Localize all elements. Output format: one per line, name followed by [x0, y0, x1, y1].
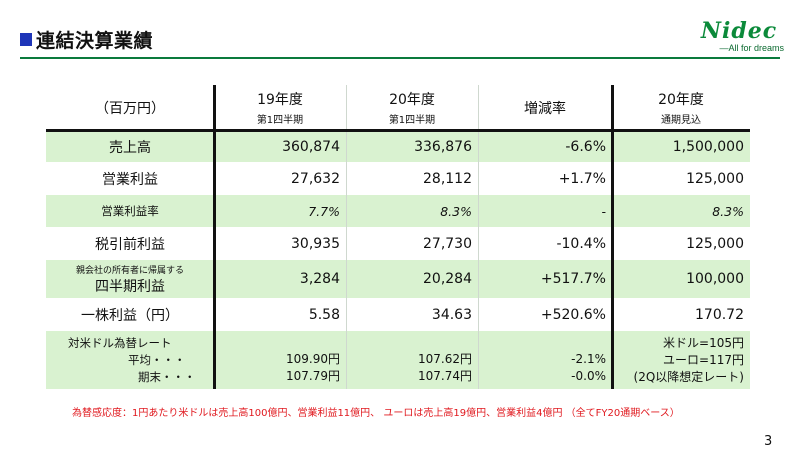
header-change: 増減率: [524, 100, 566, 117]
table-row: 営業利益率 7.7% 8.3% - 8.3%: [46, 195, 750, 227]
title-block: 連結決算業績: [20, 26, 153, 53]
fx-forecast-eur: ユーロ=117円: [663, 352, 744, 367]
fx-fy19-cell: 109.90円 107.79円: [214, 331, 346, 389]
row-value: 100,000: [686, 271, 744, 287]
row-value: 8.3%: [440, 203, 472, 219]
logo-wordmark: Nidec: [700, 18, 778, 44]
page-title: 連結決算業績: [36, 30, 154, 52]
fx-fy19-avg: 109.90円: [286, 352, 340, 366]
row-value: 27,730: [423, 235, 472, 252]
fx-end-label: 期末・・・: [138, 369, 196, 384]
row-value: 8.3%: [712, 203, 744, 219]
row-value: -: [601, 203, 606, 219]
fx-forecast-cell: 米ドル=105円 ユーロ=117円 (2Q以降想定レート): [612, 331, 750, 389]
fx-title: 対米ドル為替レート: [68, 335, 172, 350]
header-rule: [46, 129, 750, 132]
row-value: 7.7%: [308, 203, 340, 219]
row-label: 親会社の所有者に帰属する 四半期利益: [46, 260, 214, 298]
row-sublabel: 親会社の所有者に帰属する: [75, 265, 184, 276]
table-header-row: （百万円） 19年度 第1四半期 20年度 第1四半期 増減率 20年度 通期見…: [46, 85, 750, 130]
table-row: 税引前利益 30,935 27,730 -10.4% 125,000: [46, 227, 750, 260]
nidec-logo: Nidec —All for dreams: [694, 20, 784, 56]
header-unit: （百万円）: [95, 100, 165, 117]
table-row: 親会社の所有者に帰属する 四半期利益 3,284 20,284 +517.7% …: [46, 260, 750, 298]
row-value: +520.6%: [540, 306, 606, 323]
row-value: 5.58: [308, 306, 340, 323]
row-value: 30,935: [291, 235, 340, 252]
row-label: 税引前利益: [95, 236, 165, 253]
fx-chg-end: -0.0%: [571, 369, 606, 383]
fx-fy20-avg: 107.62円: [418, 352, 472, 366]
fx-fy20-cell: 107.62円 107.74円: [346, 331, 478, 389]
row-value: 125,000: [686, 235, 744, 252]
page-number: 3: [764, 434, 773, 449]
header-fy20q1: 20年度 第1四半期: [388, 92, 436, 126]
row-value: 1,500,000: [672, 139, 744, 155]
header-fy19q1: 19年度 第1四半期: [256, 92, 304, 126]
fx-forecast-usd: 米ドル=105円: [663, 335, 744, 350]
row-value: 20,284: [423, 271, 472, 287]
row-label: 営業利益: [102, 171, 158, 188]
title-square-icon: [20, 33, 32, 46]
row-label: 一株利益（円）: [81, 307, 179, 324]
column-divider: [478, 85, 479, 389]
row-value: 28,112: [423, 170, 472, 187]
row-value: +1.7%: [558, 170, 606, 187]
row-value: +517.7%: [540, 271, 606, 287]
fx-chg-avg: -2.1%: [571, 352, 606, 366]
row-value: 125,000: [686, 170, 744, 187]
table-row: 営業利益 27,632 28,112 +1.7% 125,000: [46, 162, 750, 195]
fx-change-cell: -2.1% -0.0%: [478, 331, 612, 389]
table-row: 売上高 360,874 336,876 -6.6% 1,500,000: [46, 132, 750, 162]
fx-forecast-note: (2Q以降想定レート): [633, 369, 744, 384]
logo-tagline: —All for dreams: [719, 43, 784, 53]
fx-fy19-end: 107.79円: [286, 369, 340, 383]
header-divider: [20, 57, 780, 59]
header-fy20-forecast: 20年度 通期見込: [658, 92, 704, 126]
row-label: 営業利益率: [101, 204, 159, 218]
table-row: 一株利益（円） 5.58 34.63 +520.6% 170.72: [46, 298, 750, 331]
fx-label-cell: 対米ドル為替レート 平均・・・ 期末・・・: [46, 331, 214, 389]
fx-row: 対米ドル為替レート 平均・・・ 期末・・・ 109.90円 107.79円 10…: [46, 331, 750, 389]
row-label-main: 四半期利益: [95, 278, 165, 295]
row-value: -6.6%: [565, 139, 606, 155]
forecast-column-divider: [611, 85, 614, 389]
fx-fy20-end: 107.74円: [418, 369, 472, 383]
row-value: 3,284: [299, 271, 340, 287]
row-value: 170.72: [695, 306, 744, 323]
column-divider: [346, 85, 347, 389]
row-value: 360,874: [282, 139, 340, 155]
label-column-divider: [213, 85, 216, 389]
fx-sensitivity-note: 為替感応度：1円あたり米ドルは売上高100億円、営業利益11億円、 ユーロは売上…: [72, 408, 680, 419]
row-value: 336,876: [414, 139, 472, 155]
row-value: 27,632: [291, 170, 340, 187]
row-value: -10.4%: [556, 235, 606, 252]
row-label: 売上高: [109, 140, 151, 156]
row-value: 34.63: [431, 306, 472, 323]
fx-avg-label: 平均・・・: [128, 352, 186, 367]
